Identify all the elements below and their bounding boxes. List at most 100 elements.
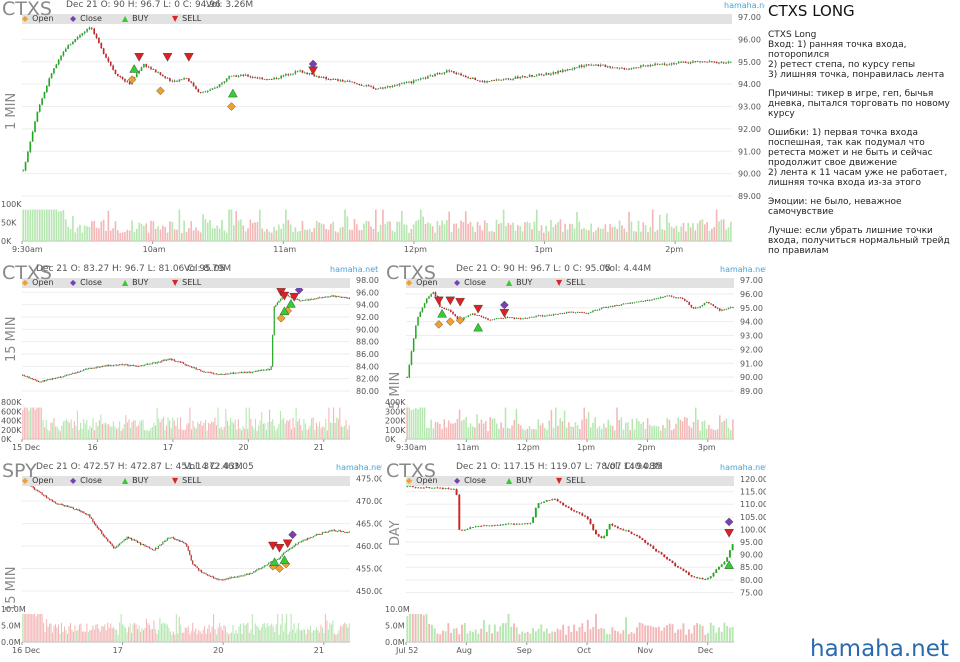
volume-bar <box>219 428 221 439</box>
volume-bar <box>597 227 600 241</box>
volume-bar <box>31 613 33 642</box>
volume-bar <box>485 631 488 642</box>
volume-bar <box>131 422 133 439</box>
candle-body <box>257 568 259 570</box>
candle-body <box>301 70 304 73</box>
volume-bar <box>644 225 647 241</box>
volume-bar <box>279 411 282 439</box>
volume-bar <box>533 429 535 439</box>
volume-bar <box>570 632 573 642</box>
volume-bar <box>673 428 675 439</box>
y-tick-label: 89.00 <box>738 192 761 201</box>
candle-body <box>670 295 673 297</box>
volume-bar <box>72 631 74 642</box>
candle-body <box>84 369 86 370</box>
volume-bar <box>642 421 645 439</box>
candle-body <box>502 79 505 80</box>
volume-bar <box>153 422 155 439</box>
volume-bar <box>201 633 203 642</box>
volume-bar <box>663 627 666 642</box>
candle-body <box>710 303 712 305</box>
volume-bar <box>535 209 538 241</box>
candle-body <box>172 359 174 361</box>
candle-body <box>514 76 517 79</box>
volume-bar <box>293 623 295 642</box>
candle-body <box>690 575 693 577</box>
candle-body <box>432 292 435 294</box>
sell-marker <box>724 529 734 538</box>
volume-bar <box>39 407 41 439</box>
volume-bar <box>104 624 106 642</box>
volume-bar <box>365 220 368 241</box>
volume-bar <box>212 422 214 439</box>
candle-body <box>261 369 263 371</box>
candle-body <box>242 575 244 577</box>
candle-body <box>230 577 233 579</box>
candle-body <box>337 296 339 297</box>
volume-bar <box>552 227 555 241</box>
legend-open-icon: ◆ <box>22 278 29 287</box>
volume-bar <box>540 624 543 642</box>
candle-body <box>50 499 52 501</box>
candle-body <box>114 547 116 549</box>
candle-body <box>460 73 462 76</box>
candle-body <box>444 488 447 489</box>
volume-bar <box>474 232 477 241</box>
volume-bar <box>169 221 171 241</box>
candle-body <box>140 365 143 367</box>
candle-body <box>431 75 434 77</box>
candle-body <box>374 88 377 90</box>
volume-bar <box>544 428 546 439</box>
volume-bar <box>88 226 91 241</box>
volume-bar <box>436 221 439 241</box>
volume-bar <box>266 622 268 642</box>
candle-body <box>465 316 467 318</box>
volume-bar <box>640 423 642 439</box>
volume-bar <box>339 626 341 642</box>
candle-body <box>346 81 349 82</box>
volume-bar <box>167 417 169 439</box>
volume-bar <box>458 409 461 439</box>
volume-bar <box>436 422 439 439</box>
volume-bar <box>346 216 349 241</box>
volume-bar <box>520 425 522 439</box>
volume-bar <box>176 229 178 241</box>
volume-bar <box>688 425 690 439</box>
volume-bar <box>596 428 599 439</box>
candle-body <box>633 533 636 535</box>
volume-bar <box>44 632 46 642</box>
volume-bar <box>120 613 122 642</box>
volume-bar <box>251 223 254 241</box>
volume-bar <box>652 626 655 642</box>
candle-body <box>113 545 115 549</box>
volume-bar <box>608 634 611 642</box>
candle-body <box>729 61 732 63</box>
y-tick-label: 455.00 <box>356 565 382 574</box>
volume-bar <box>128 419 130 439</box>
volume-bar <box>169 631 171 642</box>
volume-bar <box>703 420 706 439</box>
candle-body <box>304 299 307 301</box>
volume-bar <box>90 427 93 439</box>
candle-body <box>330 530 332 532</box>
candle-body <box>211 88 214 90</box>
candle-body <box>61 376 63 378</box>
footer-brand[interactable]: hamaha.net <box>810 636 949 662</box>
candle-body <box>101 530 103 534</box>
candle-body <box>249 76 252 78</box>
volume-bar <box>231 421 233 439</box>
volume-bar <box>66 633 68 642</box>
volume-bar <box>466 633 469 642</box>
volume-bar <box>505 226 507 241</box>
candle-body <box>556 499 559 502</box>
volume-tick-label: 0K <box>385 435 396 444</box>
legend-close-icon: ◆ <box>454 476 461 485</box>
volume-tick-label: 0K <box>1 237 12 246</box>
volume-bar <box>298 622 300 642</box>
candle-body <box>618 67 621 69</box>
volume-bar <box>554 224 557 241</box>
volume-bar <box>140 420 143 439</box>
volume-bar <box>186 424 188 439</box>
volume-bar <box>333 633 335 642</box>
candle-body <box>389 86 391 88</box>
